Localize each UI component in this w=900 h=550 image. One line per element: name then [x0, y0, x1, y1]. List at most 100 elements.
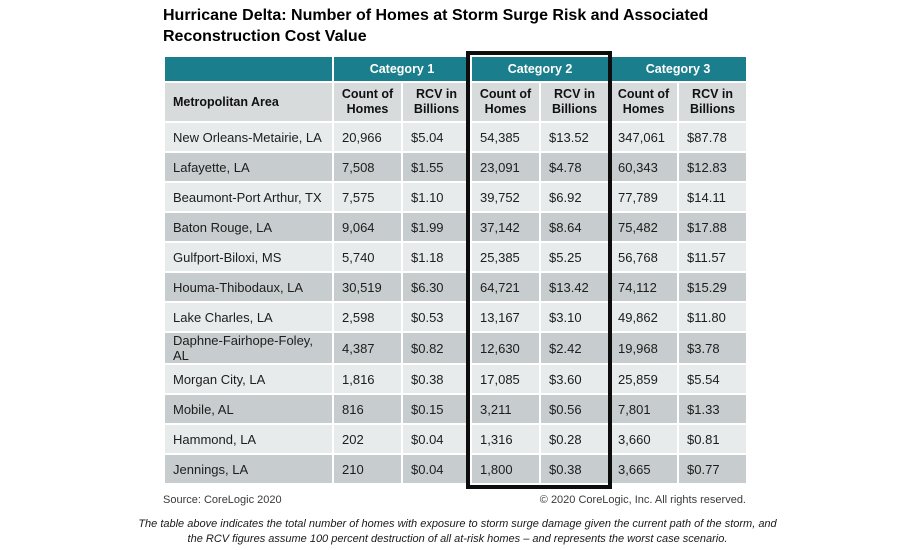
table-row: Lafayette, LA 7,508 $1.55 23,091 $4.78 60,343… [165, 153, 747, 181]
value-cell: $0.04 [403, 425, 471, 453]
table-row: Mobile, AL 816 $0.15 3,211 $0.56 7,801 $1.33 [165, 395, 747, 423]
value-cell: $0.38 [403, 365, 471, 393]
metro-area-cell: Mobile, AL [165, 395, 332, 423]
value-cell: 816 [334, 395, 401, 423]
metro-area-header: Metropolitan Area [165, 83, 332, 121]
value-cell: $0.81 [679, 425, 747, 453]
value-cell: 74,112 [610, 273, 678, 301]
value-cell: 60,343 [610, 153, 678, 181]
value-cell: $0.82 [403, 333, 471, 363]
value-cell: $14.11 [679, 183, 747, 211]
value-cell: $6.30 [403, 273, 471, 301]
cat3-rcv-header: RCV in Billions [679, 83, 747, 121]
value-cell: $5.04 [403, 123, 471, 151]
value-cell: $1.33 [679, 395, 747, 423]
value-cell: 20,966 [334, 123, 401, 151]
value-cell: $1.10 [403, 183, 471, 211]
value-cell: $0.38 [541, 455, 609, 483]
value-cell: $0.53 [403, 303, 471, 331]
footnote-text: The table above indicates the total numb… [138, 518, 777, 546]
copyright-text: © 2020 CoreLogic, Inc. All rights reserv… [539, 494, 746, 506]
value-cell: 49,862 [610, 303, 678, 331]
table-row: Houma-Thibodaux, LA 30,519 $6.30 64,721 $13.… [165, 273, 747, 301]
category-1-header: Category 1 [334, 57, 471, 81]
value-cell: 347,061 [610, 123, 678, 151]
value-cell: 1,316 [472, 425, 540, 453]
metro-area-cell: Gulfport-Biloxi, MS [165, 243, 332, 271]
table-row: Gulfport-Biloxi, MS 5,740 $1.18 25,385 $5.25… [165, 243, 747, 271]
metro-area-cell: New Orleans-Metairie, LA [165, 123, 332, 151]
value-cell: $11.80 [679, 303, 747, 331]
value-cell: $12.83 [679, 153, 747, 181]
value-cell: 12,630 [472, 333, 540, 363]
value-cell: 39,752 [472, 183, 540, 211]
value-cell: 2,598 [334, 303, 401, 331]
storm-surge-table: Category 1 Category 2 Category 3 Metropo… [163, 55, 749, 485]
value-cell: $11.57 [679, 243, 747, 271]
table-row: Baton Rouge, LA 9,064 $1.99 37,142 $8.64 75,4… [165, 213, 747, 241]
cat2-rcv-header: RCV in Billions [541, 83, 609, 121]
value-cell: $0.15 [403, 395, 471, 423]
value-cell: 1,800 [472, 455, 540, 483]
metro-area-cell: Baton Rouge, LA [165, 213, 332, 241]
value-cell: 9,064 [334, 213, 401, 241]
value-cell: 54,385 [472, 123, 540, 151]
value-cell: $3.78 [679, 333, 747, 363]
cat1-rcv-header: RCV in Billions [403, 83, 471, 121]
cat3-count-header: Count of Homes [610, 83, 678, 121]
value-cell: 3,211 [472, 395, 540, 423]
value-cell: $1.99 [403, 213, 471, 241]
table-row: Morgan City, LA 1,816 $0.38 17,085 $3.60 25,8… [165, 365, 747, 393]
metro-area-cell: Daphne-Fairhope-Foley, AL [165, 333, 332, 363]
value-cell: $3.60 [541, 365, 609, 393]
value-cell: 25,385 [472, 243, 540, 271]
metro-area-cell: Jennings, LA [165, 455, 332, 483]
value-cell: $6.92 [541, 183, 609, 211]
value-cell: 37,142 [472, 213, 540, 241]
table-row: Daphne-Fairhope-Foley, AL 4,387 $0.82 12,63… [165, 333, 747, 363]
cat2-count-header: Count of Homes [472, 83, 540, 121]
column-header-row: Metropolitan Area Count of Homes RCV in … [165, 83, 747, 121]
value-cell: 7,508 [334, 153, 401, 181]
value-cell: $13.42 [541, 273, 609, 301]
value-cell: $1.18 [403, 243, 471, 271]
corner-cell [165, 57, 332, 81]
value-cell: $0.56 [541, 395, 609, 423]
value-cell: $0.77 [679, 455, 747, 483]
category-header-row: Category 1 Category 2 Category 3 [165, 57, 747, 81]
category-2-header: Category 2 [472, 57, 609, 81]
value-cell: 1,816 [334, 365, 401, 393]
value-cell: 64,721 [472, 273, 540, 301]
table-row: New Orleans-Metairie, LA 20,966 $5.04 54,38… [165, 123, 747, 151]
value-cell: 75,482 [610, 213, 678, 241]
value-cell: $0.04 [403, 455, 471, 483]
page-title: Hurricane Delta: Number of Homes at Stor… [163, 7, 709, 45]
value-cell: 7,575 [334, 183, 401, 211]
value-cell: $13.52 [541, 123, 609, 151]
category-3-header: Category 3 [610, 57, 747, 81]
value-cell: $3.10 [541, 303, 609, 331]
value-cell: $17.88 [679, 213, 747, 241]
value-cell: $5.25 [541, 243, 609, 271]
value-cell: 210 [334, 455, 401, 483]
metro-area-cell: Lafayette, LA [165, 153, 332, 181]
value-cell: 202 [334, 425, 401, 453]
value-cell: 56,768 [610, 243, 678, 271]
value-cell: 13,167 [472, 303, 540, 331]
value-cell: 19,968 [610, 333, 678, 363]
table-row: Jennings, LA 210 $0.04 1,800 $0.38 3,665 $0.77 [165, 455, 747, 483]
metro-area-cell: Morgan City, LA [165, 365, 332, 393]
value-cell: $87.78 [679, 123, 747, 151]
metro-area-cell: Houma-Thibodaux, LA [165, 273, 332, 301]
value-cell: 23,091 [472, 153, 540, 181]
value-cell: $15.29 [679, 273, 747, 301]
value-cell: 3,665 [610, 455, 678, 483]
value-cell: 3,660 [610, 425, 678, 453]
metro-area-cell: Lake Charles, LA [165, 303, 332, 331]
value-cell: $5.54 [679, 365, 747, 393]
table-row: Lake Charles, LA 2,598 $0.53 13,167 $3.10 49,… [165, 303, 747, 331]
value-cell: 30,519 [334, 273, 401, 301]
value-cell: $4.78 [541, 153, 609, 181]
value-cell: $8.64 [541, 213, 609, 241]
